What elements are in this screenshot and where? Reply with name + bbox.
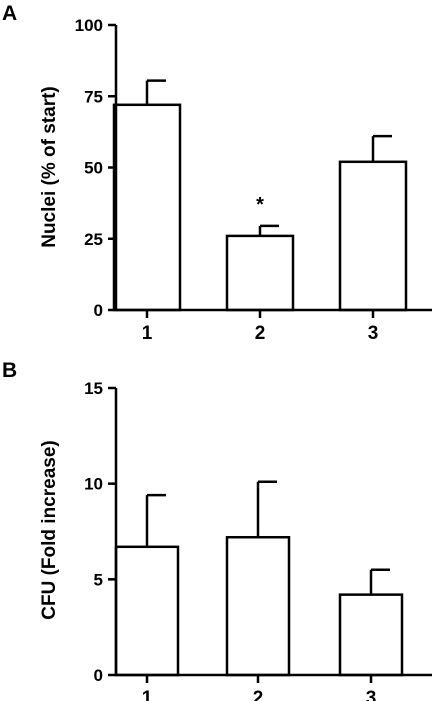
panel-a-y-axis-title: Nuclei (% of start) (39, 86, 60, 248)
panel-a-bar-2 (225, 234, 295, 312)
panel-b-x-tick-label: 2 (253, 688, 264, 701)
panel-a-y-tick-label: 0 (94, 301, 103, 320)
panel-b-y-axis-title: CFU (Fold increase) (39, 440, 60, 619)
panel-a-y-tick-label: 50 (84, 159, 103, 178)
panel-b-x-tick-label: 3 (366, 688, 377, 701)
panel-b-bar-3 (338, 593, 404, 677)
panel-a: A Nuclei (% of start) 0 25 50 75 100 1 2 3 * (2, 2, 432, 344)
panel-a-bar-1 (112, 103, 182, 312)
panel-b-x-tick-label: 1 (142, 688, 153, 701)
panel-b: B CFU (Fold increase) 0 5 10 15 1 2 3 (2, 359, 432, 701)
panel-a-label: A (2, 2, 17, 25)
panel-b-y-tick-label: 10 (84, 475, 103, 494)
panel-a-x-tick-label: 3 (368, 323, 379, 344)
panel-b-bar-1 (114, 545, 180, 677)
panel-b-y-tick-label: 5 (94, 570, 103, 589)
panel-b-y-tick-label: 0 (94, 666, 103, 685)
panel-a-y-tick-label: 100 (75, 16, 103, 35)
panel-a-y-tick-label: 25 (84, 230, 103, 249)
panel-a-plot: 0 25 50 75 100 1 2 3 * (75, 16, 432, 344)
panel-b-y-tick-label: 15 (84, 379, 103, 398)
panel-a-significance-marker: * (256, 194, 264, 216)
panel-b-label: B (2, 359, 17, 382)
panel-a-x-tick-label: 2 (255, 323, 266, 344)
panel-b-bar-2 (225, 535, 291, 677)
panel-a-x-tick-label: 1 (142, 323, 153, 344)
panel-a-y-tick-label: 75 (84, 87, 103, 106)
panel-a-bar-3 (338, 160, 408, 312)
panel-b-plot: 0 5 10 15 1 2 3 (84, 379, 432, 701)
